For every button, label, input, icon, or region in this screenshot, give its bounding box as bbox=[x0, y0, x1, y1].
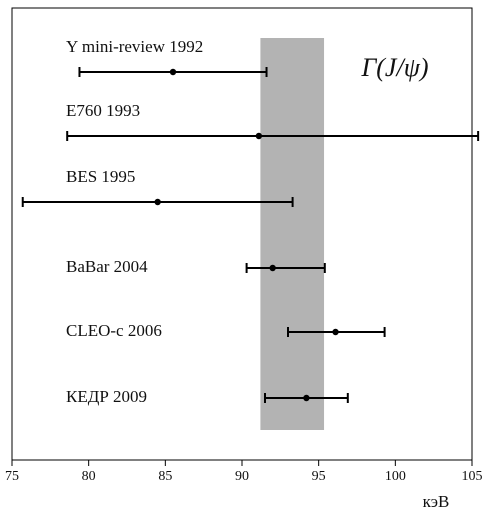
x-tick-label: 75 bbox=[5, 469, 19, 484]
row-label: Υ mini-review 1992 bbox=[66, 37, 203, 56]
x-tick-label: 80 bbox=[82, 469, 96, 484]
row-label: CLEO-c 2006 bbox=[66, 321, 162, 340]
point bbox=[303, 394, 310, 402]
annotation: Γ(J/ψ) bbox=[360, 53, 428, 82]
point bbox=[169, 68, 177, 76]
x-axis-label: кэВ bbox=[423, 492, 450, 511]
x-tick-label: 105 bbox=[462, 469, 483, 484]
point bbox=[269, 264, 276, 272]
row-label: E760 1993 bbox=[66, 101, 140, 120]
x-tick-label: 85 bbox=[158, 469, 172, 484]
point bbox=[332, 328, 339, 336]
row-label: BES 1995 bbox=[66, 167, 135, 186]
x-tick-label: 100 bbox=[385, 469, 406, 484]
x-tick-label: 90 bbox=[235, 469, 249, 484]
band bbox=[260, 38, 325, 430]
point bbox=[255, 132, 263, 140]
row-label: КЕДР 2009 bbox=[66, 387, 147, 406]
row-label: BaBar 2004 bbox=[66, 257, 148, 276]
point bbox=[154, 198, 161, 206]
x-tick-label: 95 bbox=[312, 469, 326, 484]
